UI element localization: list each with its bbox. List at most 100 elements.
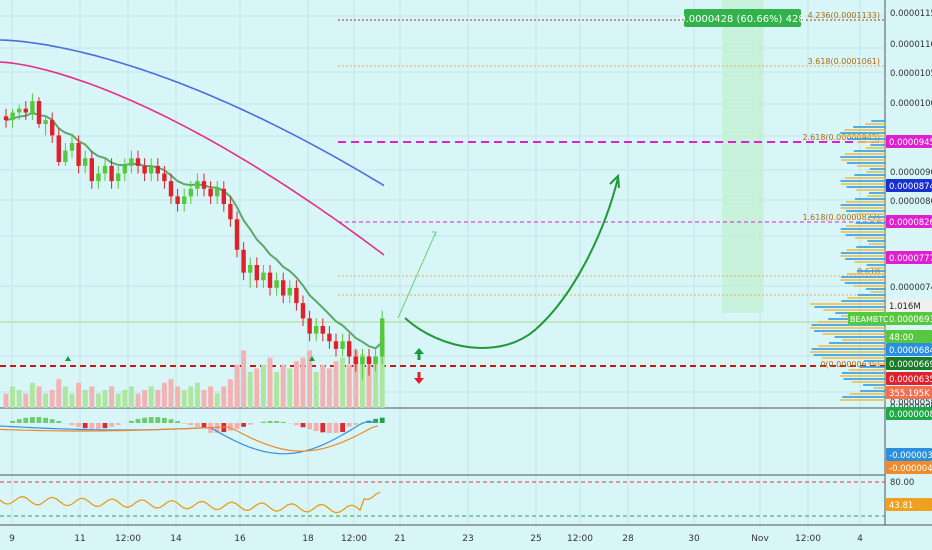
candle-body <box>17 108 22 113</box>
profile-bar <box>871 120 885 122</box>
price-tag-text: 0.0000684 <box>889 346 932 356</box>
candle-body <box>10 112 15 121</box>
volume-bar <box>3 393 9 408</box>
volume-bar <box>102 390 108 408</box>
macd-histogram-bar <box>346 423 352 427</box>
volume-bar <box>36 386 42 408</box>
volume-bar <box>23 393 29 408</box>
price-tag <box>886 299 932 312</box>
profile-bar <box>867 195 885 197</box>
price-tag <box>886 372 932 385</box>
volume-bar <box>267 357 273 408</box>
volume-bar <box>69 393 75 408</box>
profile-bar <box>845 258 885 260</box>
candle-body <box>116 173 121 182</box>
price-tags: 0.0000945 0.0000874 0.0000826 0.0000777 1.01… <box>679 9 932 511</box>
volume-bar <box>148 386 154 408</box>
candle-body <box>109 165 114 182</box>
volume-bar <box>373 357 379 408</box>
volume-bar <box>168 379 174 408</box>
candle-body <box>294 287 299 304</box>
macd-tag <box>886 461 932 474</box>
rsi-line <box>0 491 381 514</box>
profile-bar <box>867 240 885 242</box>
candle-body <box>168 181 174 197</box>
price-tag <box>886 357 932 370</box>
volume-bar <box>287 368 293 408</box>
profile-bar <box>840 204 885 206</box>
volume-bar <box>128 386 134 408</box>
candle-body <box>274 280 279 288</box>
profile-bar <box>840 228 885 230</box>
candle-body <box>122 165 127 174</box>
candle-body <box>248 265 253 273</box>
macd-histogram-bar <box>353 423 359 425</box>
profile-bar <box>860 390 885 392</box>
price-tag-text: 0.0000777 <box>889 254 932 264</box>
macd-histogram-bar <box>175 421 180 423</box>
candle-body <box>281 280 286 296</box>
volume-bar <box>208 386 214 408</box>
profile-bar <box>842 396 885 398</box>
profile-bar <box>868 243 885 245</box>
candle-body <box>228 204 233 220</box>
candle-body <box>162 173 167 182</box>
price-tag-text: 0.0000693 <box>889 315 932 325</box>
profile-bar <box>840 231 885 233</box>
candle-body <box>333 341 339 349</box>
macd-histogram-bar <box>10 420 15 423</box>
candle-body <box>3 116 9 121</box>
volume-bar <box>76 382 82 408</box>
volume-bar <box>307 350 313 408</box>
price-tag <box>886 312 932 325</box>
volume-bar <box>188 386 194 408</box>
profile-bar <box>849 393 885 395</box>
profile-bar <box>853 150 885 152</box>
volume-bar <box>241 350 247 408</box>
candle-body <box>327 333 332 342</box>
macd-tag-text: -0.0000046 <box>889 464 932 474</box>
macd-histogram-bar <box>142 417 147 423</box>
profile-bar <box>841 339 885 341</box>
time-tick-label: 21 <box>394 534 405 544</box>
macd-tag-text: 0.0000008 <box>889 410 932 420</box>
profile-bar <box>811 348 885 350</box>
profile-bar <box>856 270 885 272</box>
macd-histogram-bar <box>234 423 240 429</box>
macd-histogram-bar <box>69 423 75 426</box>
macd-histogram-bar <box>373 418 378 423</box>
time-axis[interactable]: 9 11 12:00 14 16 18 12:00 21 23 25 12:00 28 30 Nov 12:… <box>9 534 863 544</box>
profile-bar <box>846 273 885 275</box>
volume-bar <box>366 364 372 408</box>
profile-bar <box>873 387 885 389</box>
time-tick-label: 12:00 <box>567 534 593 544</box>
candle-body <box>96 173 101 182</box>
candle-body <box>142 165 147 174</box>
candle-body <box>241 249 246 273</box>
macd-histogram-bar <box>300 423 306 428</box>
profile-bar <box>810 351 885 353</box>
profile-bar <box>869 267 885 269</box>
candle-body <box>89 158 94 182</box>
macd-histogram-bar <box>30 417 35 423</box>
time-tick-label: 16 <box>234 534 246 544</box>
candle-body <box>261 272 266 281</box>
time-tick-label: 18 <box>302 534 314 544</box>
profile-bar <box>851 381 885 383</box>
volume-bar <box>214 393 220 408</box>
profile-bar <box>845 177 885 179</box>
profile-bar <box>865 147 885 149</box>
profile-bar <box>810 303 885 305</box>
price-tick-label: 0.00001050 <box>890 69 932 79</box>
profile-bar <box>846 162 885 164</box>
rsi-level-label: 80.00 <box>890 478 914 488</box>
candle-body <box>360 356 365 365</box>
profile-bar <box>848 369 885 371</box>
profile-bar <box>855 198 885 200</box>
candle-body <box>195 181 200 189</box>
profile-bar <box>856 246 885 248</box>
macd-histogram-bar <box>294 423 299 426</box>
macd-pane <box>0 417 385 455</box>
volume-bar <box>353 350 359 408</box>
